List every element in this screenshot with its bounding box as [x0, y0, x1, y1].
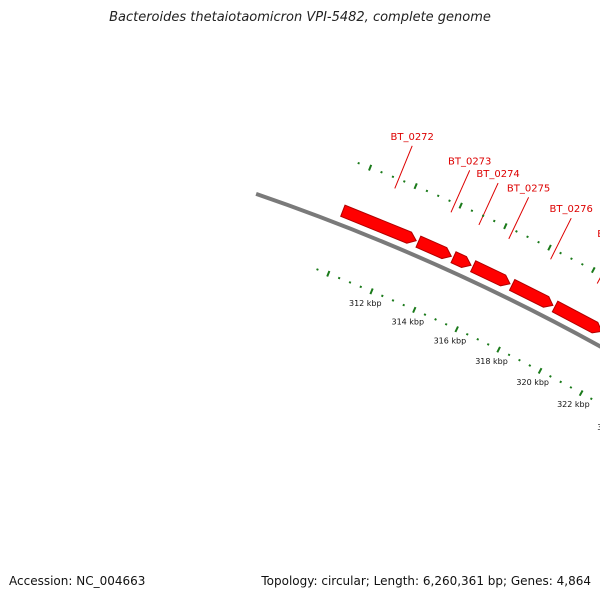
accession-text: Accession: NC_004663 [9, 574, 146, 588]
gene-label: BT_0276 [549, 204, 592, 215]
outer-tick-mark [559, 251, 562, 255]
inner-tick-mark [423, 313, 427, 316]
outer-tick-mark [526, 235, 529, 239]
outer-tick-mark [368, 164, 373, 171]
inner-tick-mark [391, 299, 395, 302]
inner-tick-mark [434, 318, 437, 321]
inner-tick-mark [444, 322, 448, 326]
gene-label-leader [478, 182, 499, 226]
kbp-scale-label: 318 kbp [475, 357, 508, 366]
inner-tick-mark [465, 332, 469, 336]
gene-label: BT_0277 [597, 229, 600, 240]
outer-tick-mark [391, 175, 395, 179]
gene-feature [508, 278, 554, 308]
inner-tick-mark [316, 268, 319, 271]
gene-feature [469, 260, 511, 287]
inner-tick-mark [496, 346, 501, 353]
gene-feature [415, 235, 453, 260]
inner-tick-mark [507, 353, 511, 357]
outer-tick-mark [448, 199, 451, 203]
inner-tick-mark [380, 294, 384, 298]
outer-tick-mark [425, 189, 429, 193]
genome-summary-text: Topology: circular; Length: 6,260,361 bp… [261, 574, 591, 588]
gene-label-leader [450, 170, 471, 213]
inner-tick-mark [518, 358, 521, 362]
gene-label-leader [508, 197, 530, 240]
gene-label: BT_0274 [476, 169, 519, 180]
outer-tick-mark [570, 257, 573, 261]
inner-tick-mark [412, 306, 417, 313]
genome-title: Bacteroides thetaiotaomicron VPI-5482, c… [109, 10, 491, 25]
inner-tick-mark [569, 386, 573, 389]
gene-label: BT_0275 [507, 183, 550, 194]
inner-tick-mark [589, 397, 593, 401]
inner-tick-mark [528, 364, 532, 367]
outer-tick-mark [357, 161, 360, 165]
inner-tick-mark [402, 303, 406, 307]
inner-tick-mark [337, 276, 341, 280]
outer-tick-mark [413, 183, 418, 190]
kbp-scale-label: 322 kbp [557, 400, 590, 409]
kbp-scale-label: 314 kbp [391, 317, 424, 326]
inner-tick-mark [559, 380, 563, 384]
inner-tick-mark [454, 326, 459, 333]
outer-tick-mark [402, 180, 406, 183]
inner-tick-mark [486, 343, 490, 346]
outer-tick-mark [547, 244, 552, 251]
gene-label: BT_0273 [448, 156, 491, 167]
outer-tick-mark [515, 230, 518, 233]
inner-tick-mark [369, 288, 374, 295]
kbp-scale-label: 320 kbp [516, 378, 549, 387]
kbp-scale-label: 316 kbp [434, 337, 467, 346]
gene-feature [340, 204, 417, 244]
inner-tick-mark [326, 270, 331, 277]
outer-tick-mark [380, 170, 383, 174]
kbp-scale-label: 312 kbp [349, 299, 382, 308]
outer-tick-mark [458, 202, 463, 209]
genome-backbone [255, 192, 600, 349]
inner-tick-mark [348, 281, 352, 284]
inner-tick-mark [549, 374, 552, 378]
inner-tick-mark [578, 390, 584, 397]
outer-tick-mark [581, 263, 584, 266]
outer-tick-mark [492, 219, 496, 223]
gene-label: BT_0272 [390, 132, 433, 143]
kbp-scale-label: 324 kbp [597, 423, 600, 432]
outer-tick-mark [436, 194, 440, 198]
inner-tick-mark [476, 337, 480, 341]
outer-tick-mark [537, 240, 540, 244]
outer-tick-mark [591, 266, 596, 274]
inner-tick-mark [537, 367, 543, 374]
gene-feature [450, 251, 472, 269]
gene-feature [551, 300, 600, 334]
gene-label-leader [394, 145, 413, 189]
outer-tick-mark [503, 222, 508, 230]
outer-tick-mark [481, 214, 485, 218]
inner-tick-mark [359, 285, 363, 289]
gene-label-leader [550, 217, 572, 260]
outer-tick-mark [470, 209, 474, 213]
